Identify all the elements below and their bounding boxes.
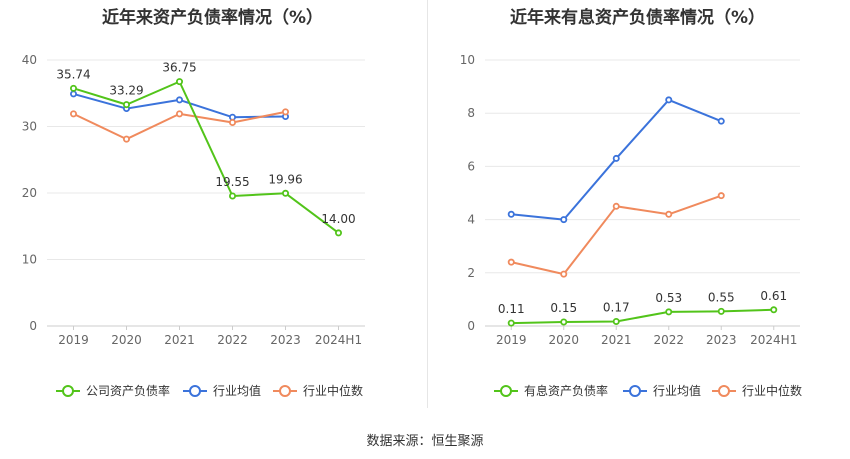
data-source-note: 数据来源：恒生聚源	[366, 434, 484, 449]
legend-label: 行业均值	[213, 383, 261, 398]
x-tick-label: 2024H1	[750, 333, 797, 347]
x-tick-label: 2022	[653, 333, 684, 347]
data-point	[507, 319, 515, 327]
right-chart-title: 近年来有息资产负债率情况（%）	[509, 8, 766, 28]
data-label: 19.55	[215, 175, 249, 189]
y-tick-label: 30	[22, 120, 37, 134]
legend-swatch-marker	[629, 385, 641, 397]
series-line-0	[73, 80, 340, 234]
y-tick-label: 10	[460, 53, 475, 67]
data-point	[612, 317, 620, 325]
data-label: 33.29	[109, 84, 143, 98]
data-point	[228, 119, 236, 127]
y-tick-label: 0	[467, 319, 475, 333]
legend-label: 公司资产负债率	[86, 383, 170, 398]
data-point	[123, 101, 131, 109]
data-point	[560, 270, 568, 278]
legend-label: 行业均值	[653, 383, 701, 398]
series-line-0	[511, 308, 774, 325]
data-point	[228, 113, 236, 121]
y-tick-label: 20	[22, 186, 37, 200]
data-point	[228, 192, 236, 200]
x-tick-label: 2022	[217, 333, 248, 347]
chart-0: 0 10 20 30 40 2019 2020 2021 2022 2023 2024H1 35.74…	[22, 53, 365, 398]
data-point	[612, 202, 620, 210]
data-point	[175, 78, 183, 86]
data-point	[507, 258, 515, 266]
data-label: 0.17	[603, 300, 630, 314]
x-tick-label: 2019	[496, 333, 527, 347]
data-label: 0.15	[550, 301, 577, 315]
legend-label: 行业中位数	[303, 383, 363, 398]
chart-1: 0 2 4 6 8 10 2019 2020 2021 2022 2023 2024H1 0.11 0.1…	[460, 53, 802, 398]
data-point	[717, 192, 725, 200]
data-point	[665, 210, 673, 218]
y-tick-label: 40	[22, 53, 37, 67]
y-tick-label: 6	[467, 159, 475, 173]
legend-swatch-marker	[189, 385, 201, 397]
data-label: 36.75	[162, 61, 196, 75]
data-point	[175, 96, 183, 104]
data-point	[123, 135, 131, 143]
data-label: 35.74	[56, 67, 90, 81]
x-tick-label: 2024H1	[315, 333, 362, 347]
data-point	[70, 110, 78, 118]
y-tick-label: 4	[467, 213, 475, 227]
data-point	[560, 318, 568, 326]
y-tick-label: 8	[467, 106, 475, 120]
x-tick-label: 2020	[111, 333, 142, 347]
data-point	[612, 154, 620, 162]
x-tick-label: 2019	[58, 333, 89, 347]
y-tick-label: 2	[467, 266, 475, 280]
data-label: 0.11	[498, 302, 525, 316]
y-tick-label: 10	[22, 253, 37, 267]
data-point	[70, 84, 78, 92]
data-point	[281, 189, 289, 197]
data-point	[507, 210, 515, 218]
legend-swatch-marker	[718, 385, 730, 397]
data-point	[281, 108, 289, 116]
legend-label: 有息资产负债率	[524, 383, 608, 398]
data-point	[175, 110, 183, 118]
legend-label: 行业中位数	[742, 383, 802, 398]
x-tick-label: 2021	[164, 333, 195, 347]
data-point	[70, 90, 78, 98]
left-chart-title: 近年来资产负债率情况（%）	[101, 8, 324, 28]
data-label: 0.53	[655, 291, 682, 305]
panel-divider	[427, 0, 428, 408]
data-point	[717, 307, 725, 315]
x-tick-label: 2023	[706, 333, 737, 347]
legend-swatch-marker	[279, 385, 291, 397]
legend-swatch-marker	[500, 385, 512, 397]
data-label: 0.61	[760, 289, 787, 303]
x-tick-label: 2023	[270, 333, 301, 347]
legend-swatch-marker	[62, 385, 74, 397]
x-tick-label: 2021	[601, 333, 632, 347]
x-tick-label: 2020	[548, 333, 579, 347]
y-tick-label: 0	[29, 319, 37, 333]
data-point	[665, 96, 673, 104]
data-point	[560, 216, 568, 224]
data-point	[717, 117, 725, 125]
data-label: 19.96	[268, 172, 302, 186]
data-label: 14.00	[321, 212, 355, 226]
data-point	[334, 229, 342, 237]
data-label: 0.55	[708, 290, 735, 304]
data-point	[665, 308, 673, 316]
data-point	[770, 306, 778, 314]
